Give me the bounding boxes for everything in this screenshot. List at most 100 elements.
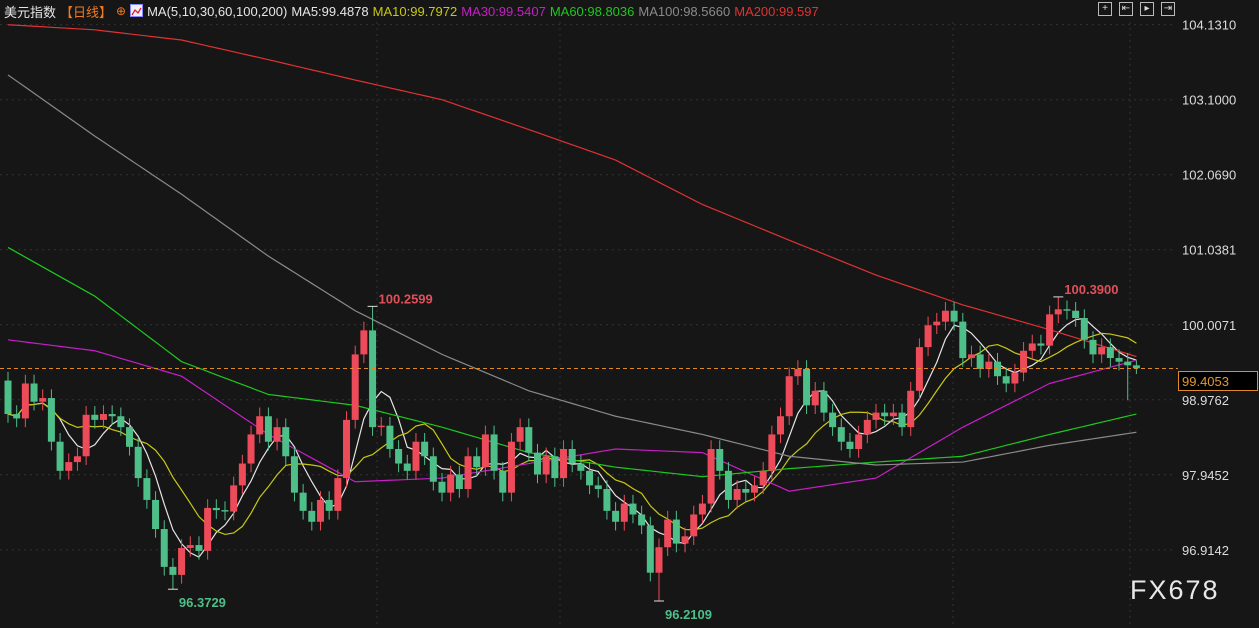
ma-value: MA30:99.5407 — [461, 3, 546, 19]
candle-body — [126, 427, 134, 447]
ma-value: MA200:99.597 — [734, 3, 819, 19]
jump-end-icon[interactable]: ⇥ — [1161, 2, 1175, 16]
candle-body — [681, 536, 689, 544]
extreme-label: 100.3900 — [1064, 282, 1118, 297]
candle-body — [195, 545, 203, 551]
candle-body — [178, 547, 186, 575]
candle-body — [325, 499, 333, 511]
candle-body — [308, 510, 316, 522]
play-icon[interactable]: ▸ — [1140, 2, 1154, 16]
candle-body — [664, 519, 672, 548]
y-tick-label: 100.0071 — [1182, 318, 1236, 333]
y-tick-label: 104.1310 — [1182, 18, 1236, 33]
candle-body — [551, 456, 559, 479]
candle-body — [716, 448, 724, 471]
candle-body — [464, 456, 472, 490]
candle-body — [334, 478, 342, 511]
candle-body — [881, 412, 889, 417]
candle-body — [481, 434, 489, 468]
add-indicator-icon[interactable]: ⊕ — [116, 4, 127, 18]
candle-body — [1028, 343, 1036, 351]
candle-body — [13, 414, 21, 419]
period-label[interactable]: 【日线】 — [60, 4, 113, 20]
candle-body — [1037, 343, 1045, 346]
candle-body — [837, 427, 845, 442]
candle-body — [499, 470, 507, 493]
candle-body — [742, 489, 750, 493]
step-back-icon[interactable]: ⇤ — [1119, 2, 1133, 16]
watermark-logo: FX678 — [1130, 575, 1220, 605]
candle-body — [707, 448, 715, 504]
candle-body — [863, 419, 871, 435]
candle-body — [230, 485, 238, 512]
candle-body — [811, 390, 819, 406]
candle-body — [247, 434, 255, 464]
candle-body — [186, 545, 194, 548]
candle-body — [655, 547, 663, 573]
candle-body — [646, 525, 654, 573]
candle-body — [343, 419, 351, 479]
candle-body — [846, 441, 854, 449]
candle-body — [1115, 358, 1123, 362]
candle-body — [282, 427, 290, 457]
candle-body — [829, 412, 837, 428]
candle-body — [369, 330, 377, 428]
candle-body — [777, 416, 785, 435]
crosshair-icon[interactable]: + — [1098, 2, 1112, 16]
candle-body — [412, 441, 420, 471]
extreme-label: 100.2599 — [379, 291, 433, 306]
candle-body — [533, 452, 541, 475]
indicator-icon[interactable] — [130, 3, 144, 17]
y-tick-label: 103.1000 — [1182, 93, 1236, 108]
candle-body — [542, 456, 550, 475]
candle-body — [395, 448, 403, 464]
candle-body — [1046, 314, 1054, 346]
candle-body — [1106, 347, 1114, 359]
extreme-label: 96.2109 — [665, 607, 712, 622]
candle-body — [1124, 361, 1132, 366]
candle-body — [698, 503, 706, 515]
candle-body — [447, 474, 455, 493]
candle-body — [429, 456, 437, 482]
candle-body — [759, 470, 767, 486]
candle-body — [620, 503, 628, 522]
candle-body — [212, 507, 220, 511]
ma-line-ma200 — [7, 24, 1137, 358]
candle-body — [976, 354, 984, 369]
candle-body — [985, 361, 993, 369]
candle-body — [794, 368, 802, 377]
candle-body — [316, 499, 324, 522]
candle-body — [299, 492, 307, 511]
candle-body — [386, 425, 394, 449]
candle-body — [568, 448, 576, 464]
candle-body — [768, 434, 776, 471]
candle-body — [21, 383, 29, 419]
ma-value: MA60:98.8036 — [549, 3, 635, 19]
candle-body — [256, 416, 264, 435]
chart-header: 美元指数 【日线】 ⊕ MA(5,10,30,60,100,200) MA5:9… — [4, 2, 819, 20]
candle-body — [577, 463, 585, 471]
candle-body — [290, 456, 298, 493]
y-tick-label: 101.0381 — [1182, 243, 1236, 258]
candle-body — [1002, 376, 1010, 384]
candle-body — [750, 485, 758, 493]
extreme-label: 96.3729 — [179, 595, 226, 610]
candle-body — [160, 529, 168, 567]
candle-body — [169, 566, 177, 575]
candle-body — [39, 398, 47, 402]
candle-body — [785, 376, 793, 417]
candle-body — [672, 519, 680, 544]
candle-body — [724, 470, 732, 500]
candle-body — [108, 414, 116, 417]
candle-body — [403, 463, 411, 471]
instrument-title: 美元指数 — [4, 4, 57, 20]
candle-body — [1063, 309, 1071, 311]
candle-body — [1080, 318, 1088, 340]
ma-line-ma5 — [7, 317, 1137, 558]
candle-body — [143, 478, 151, 500]
candle-body — [898, 412, 906, 428]
candle-body — [820, 390, 828, 413]
candle-body — [99, 414, 107, 420]
candle-body — [117, 416, 125, 428]
